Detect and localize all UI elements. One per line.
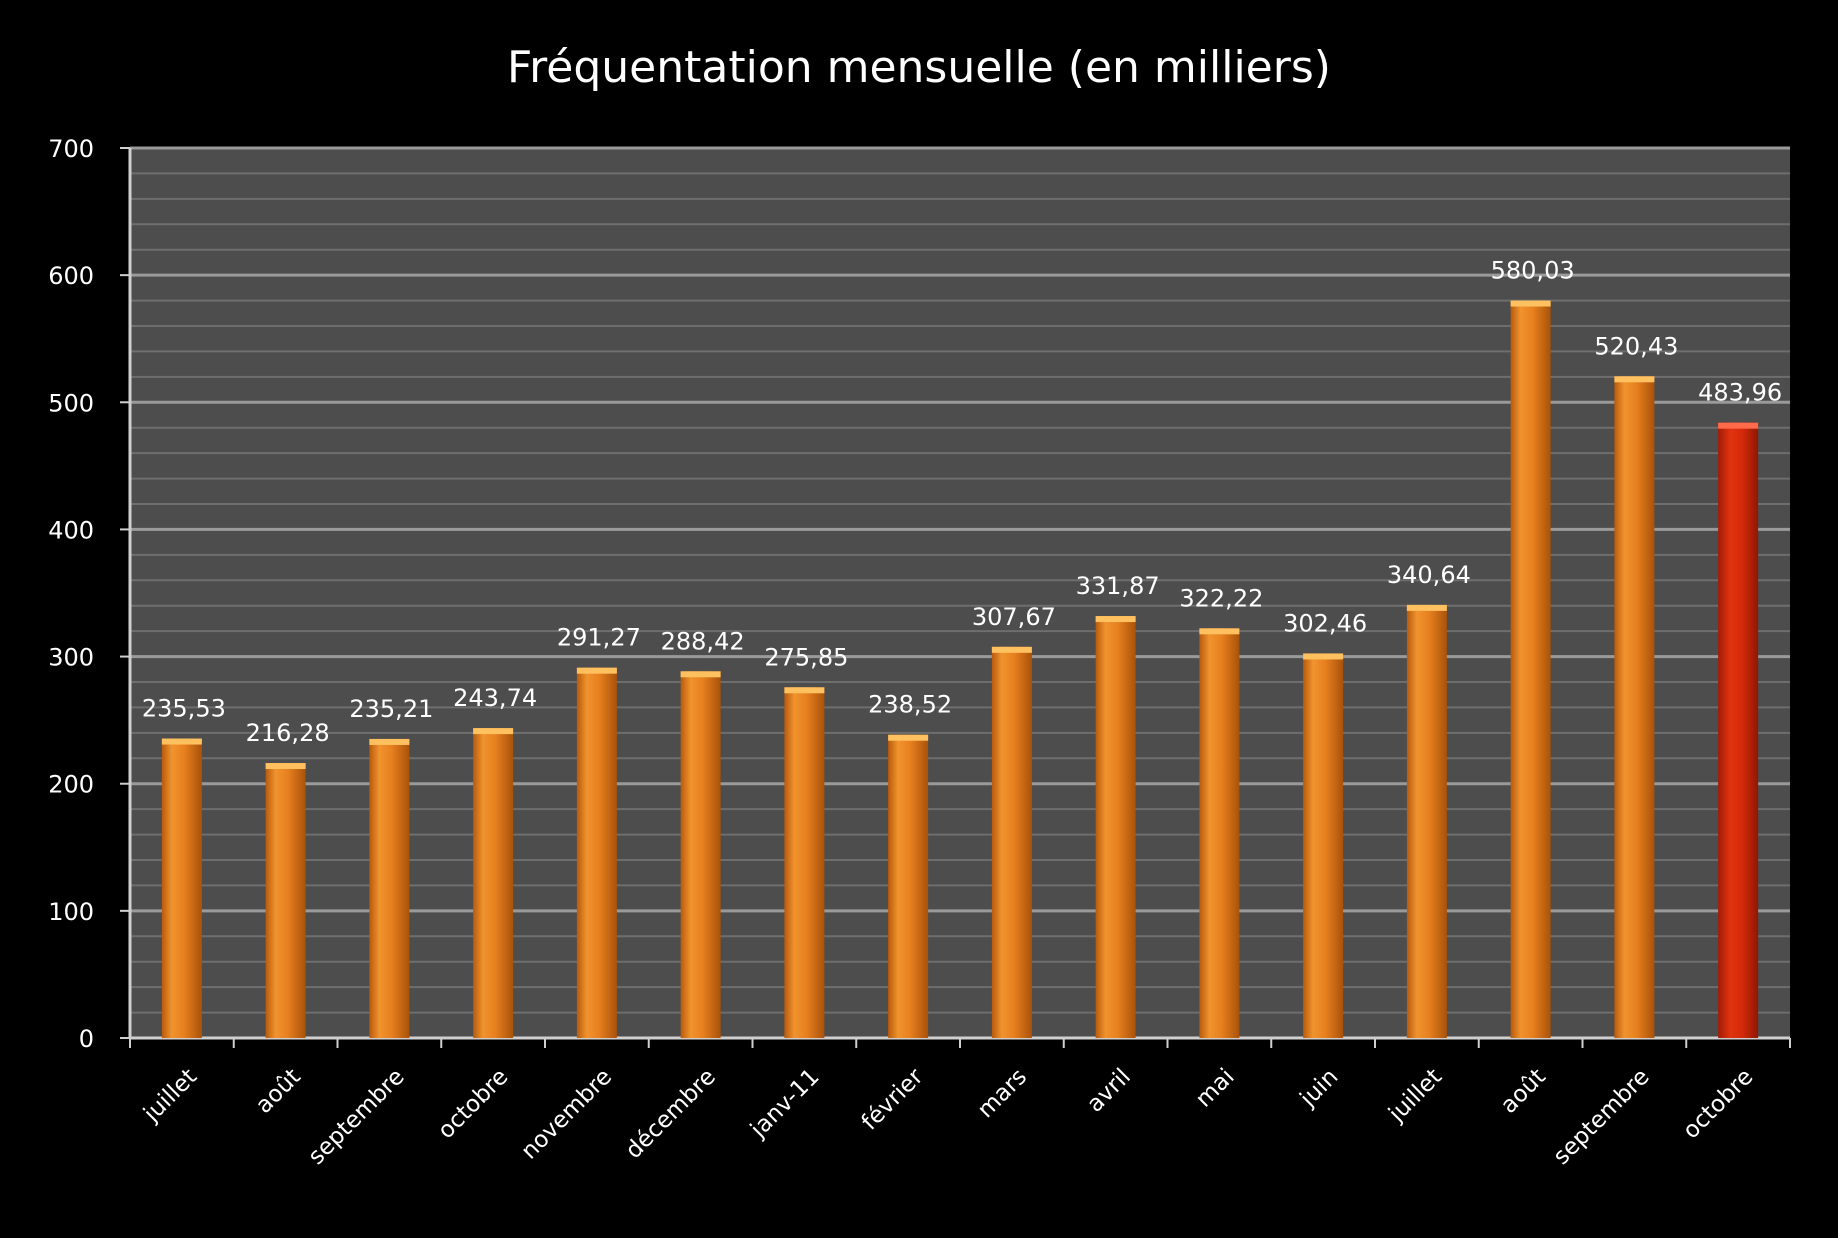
bar-cap (473, 728, 514, 735)
data-label: 580,03 (1491, 257, 1575, 285)
bar-cap (1510, 300, 1551, 307)
y-tick-label: 0 (79, 1025, 94, 1053)
y-tick-label: 600 (48, 262, 94, 290)
data-label: 275,85 (764, 643, 848, 671)
bar (1510, 300, 1551, 1038)
y-tick-label: 500 (48, 389, 94, 417)
bar-cap (1718, 422, 1759, 429)
x-tick-label: juillet (1383, 1064, 1447, 1128)
bar (1614, 376, 1655, 1038)
bar (991, 646, 1032, 1038)
x-tick-label: décembre (621, 1064, 721, 1164)
bar-cap (784, 687, 825, 694)
y-tick-label: 200 (48, 771, 94, 799)
bar-cap (991, 646, 1032, 653)
bar (265, 763, 306, 1038)
x-tick-label: septembre (304, 1064, 410, 1170)
x-tick-label: juin (1295, 1064, 1344, 1113)
bar-cap (1614, 376, 1655, 383)
bar (1718, 422, 1759, 1038)
x-tick-label: septembre (1549, 1064, 1655, 1170)
data-label: 307,67 (972, 603, 1056, 631)
data-label: 288,42 (661, 627, 745, 655)
y-tick-label: 300 (48, 644, 94, 672)
bar-cap (576, 667, 617, 674)
bar (1303, 653, 1344, 1038)
data-label: 238,52 (868, 691, 952, 719)
x-tick-label: octobre (433, 1064, 513, 1144)
bar (1406, 604, 1447, 1038)
bar (680, 671, 721, 1038)
data-label: 243,74 (453, 684, 537, 712)
bar (576, 667, 617, 1038)
bar-cap (265, 763, 306, 770)
y-tick-label: 400 (48, 516, 94, 544)
x-tick-label: mai (1191, 1064, 1240, 1113)
bar (369, 738, 410, 1038)
data-label: 331,87 (1076, 572, 1160, 600)
data-label: 322,22 (1179, 584, 1263, 612)
data-label: 483,96 (1698, 379, 1782, 407)
x-tick-label: mars (973, 1064, 1032, 1123)
y-tick-label: 100 (48, 898, 94, 926)
bar-cap (1406, 604, 1447, 611)
x-tick-label: février (857, 1063, 929, 1135)
data-label: 302,46 (1283, 609, 1367, 637)
bar (1095, 616, 1136, 1038)
bar-cap (1199, 628, 1240, 635)
bar-cap (369, 738, 410, 745)
x-tick-label: avril (1082, 1064, 1136, 1118)
bar-cap (1303, 653, 1344, 660)
bar (784, 687, 825, 1038)
data-label: 291,27 (557, 624, 641, 652)
x-tick-label: octobre (1678, 1064, 1758, 1144)
x-tick-label: août (1496, 1064, 1551, 1119)
data-label: 340,64 (1387, 561, 1471, 589)
x-tick-label: novembre (516, 1064, 617, 1165)
bar (473, 728, 514, 1038)
data-label: 520,43 (1594, 332, 1678, 360)
data-label: 235,53 (142, 695, 226, 723)
bar (1199, 628, 1240, 1038)
x-tick-label: août (251, 1064, 306, 1119)
data-label: 235,21 (349, 695, 433, 723)
bar-cap (1095, 616, 1136, 623)
y-tick-label: 700 (48, 135, 94, 163)
bar-cap (161, 738, 202, 745)
bar-cap (680, 671, 721, 678)
x-tick-label: juillet (138, 1064, 202, 1128)
bar (161, 738, 202, 1038)
bar (888, 734, 929, 1038)
x-tick-label: janv-11 (745, 1064, 825, 1144)
bar-cap (888, 734, 929, 741)
data-label: 216,28 (246, 719, 330, 747)
chart-title: Fréquentation mensuelle (en milliers) (507, 42, 1331, 93)
